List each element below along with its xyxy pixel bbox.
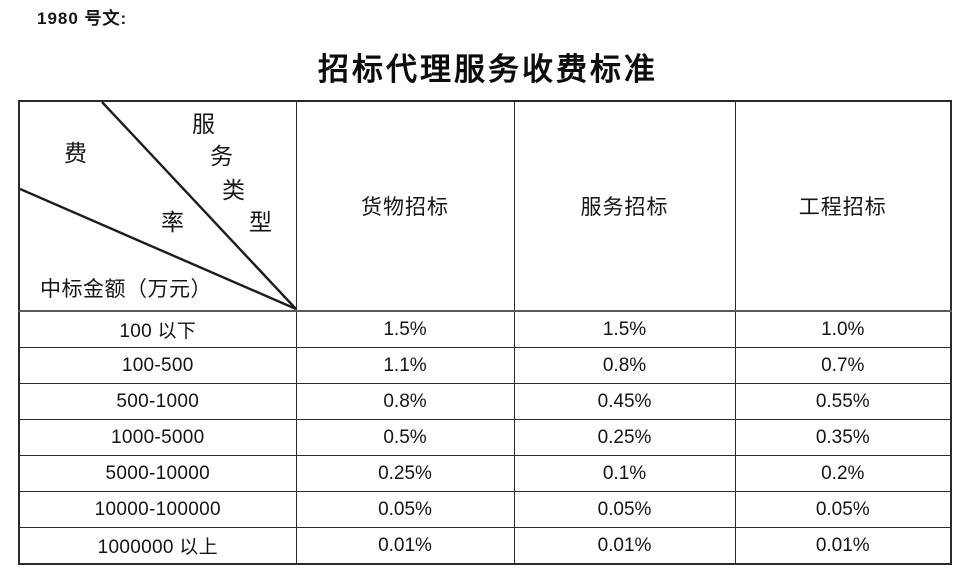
rate-cell: 0.1% [513, 455, 736, 492]
corner-header-cell: 服 务 类 型 费 率 中标金额（万元） [18, 100, 297, 312]
rate-cell: 0.01% [734, 527, 952, 565]
header-row: 服 务 类 型 费 率 中标金额（万元） 货物招标 服务招标 工程招标 [18, 100, 952, 312]
rate-cell: 0.45% [513, 383, 736, 420]
corner-label-service-type-char: 型 [249, 210, 272, 235]
rate-cell: 1.0% [734, 310, 952, 348]
table-row: 100-500 1.1% 0.8% 0.7% [18, 347, 952, 384]
table-row: 5000-10000 0.25% 0.1% 0.2% [18, 455, 952, 492]
rate-cell: 1.1% [295, 347, 515, 384]
rate-cell: 0.25% [295, 455, 515, 492]
table-row: 500-1000 0.8% 0.45% 0.55% [18, 383, 952, 420]
rate-cell: 0.8% [295, 383, 515, 420]
rate-cell: 0.05% [295, 491, 515, 528]
rate-cell: 0.05% [513, 491, 736, 528]
corner-label-fee-rate-char: 率 [161, 210, 184, 235]
column-header-services: 服务招标 [513, 100, 736, 312]
table-row: 1000-5000 0.5% 0.25% 0.35% [18, 419, 952, 456]
rate-cell: 0.2% [734, 455, 952, 492]
column-header-goods: 货物招标 [295, 100, 515, 312]
rate-cell: 1.5% [513, 310, 736, 348]
corner-label-service-type-char: 务 [210, 144, 233, 169]
rate-cell: 1.5% [295, 310, 515, 348]
fee-standard-table: 服 务 类 型 费 率 中标金额（万元） 货物招标 服务招标 工程招标 100 … [18, 100, 952, 565]
amount-range-cell: 1000000 以上 [18, 527, 297, 565]
column-header-engineering: 工程招标 [734, 100, 952, 312]
rate-cell: 0.8% [513, 347, 736, 384]
doc-number-label: 1980 号文: [37, 9, 128, 28]
rate-cell: 0.01% [513, 527, 736, 565]
table-row: 10000-100000 0.05% 0.05% 0.05% [18, 491, 952, 528]
amount-range-cell: 10000-100000 [18, 491, 297, 528]
corner-label-fee-rate-char: 费 [64, 141, 87, 166]
corner-label-amount: 中标金额（万元） [40, 277, 212, 301]
rate-cell: 0.35% [734, 419, 952, 456]
diagonal-divider-lines [20, 102, 297, 310]
corner-label-service-type-char: 服 [192, 112, 215, 137]
amount-range-cell: 100 以下 [18, 310, 297, 348]
rate-cell: 0.55% [734, 383, 952, 420]
table-row: 100 以下 1.5% 1.5% 1.0% [18, 310, 952, 348]
corner-label-service-type-char: 类 [222, 178, 245, 203]
rate-cell: 0.5% [295, 419, 515, 456]
amount-range-cell: 1000-5000 [18, 419, 297, 456]
page-title: 招标代理服务收费标准 [318, 52, 658, 87]
amount-range-cell: 500-1000 [18, 383, 297, 420]
rate-cell: 0.05% [734, 491, 952, 528]
rate-cell: 0.7% [734, 347, 952, 384]
amount-range-cell: 100-500 [18, 347, 297, 384]
rate-cell: 0.25% [513, 419, 736, 456]
rate-cell: 0.01% [295, 527, 515, 565]
amount-range-cell: 5000-10000 [18, 455, 297, 492]
table-row: 1000000 以上 0.01% 0.01% 0.01% [18, 527, 952, 565]
